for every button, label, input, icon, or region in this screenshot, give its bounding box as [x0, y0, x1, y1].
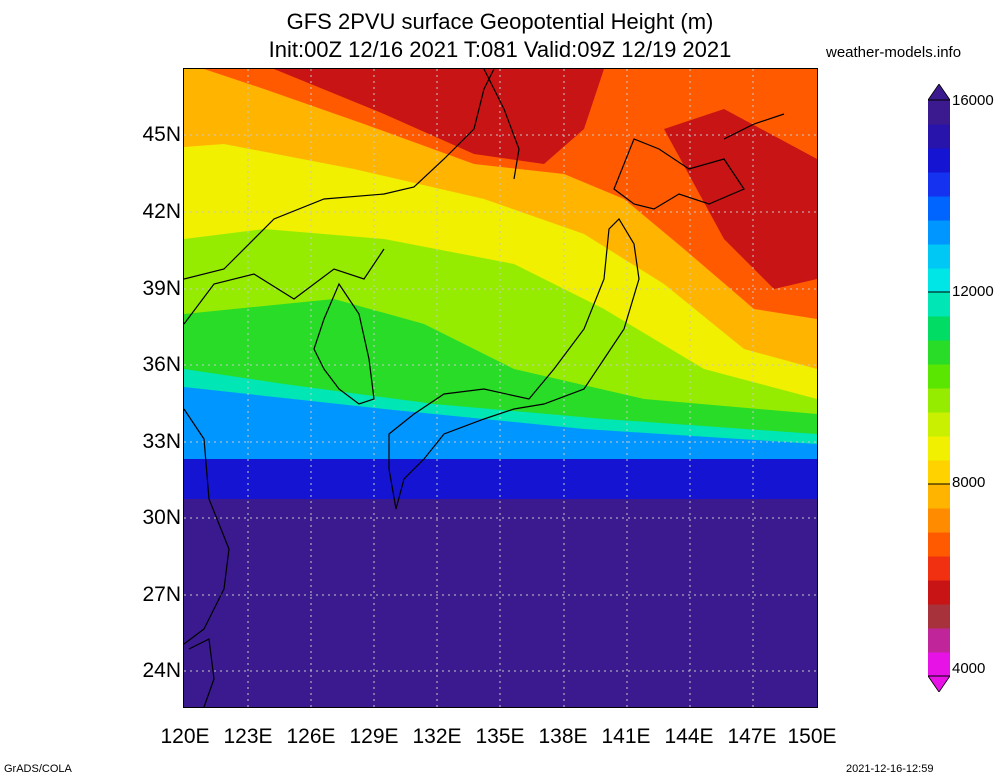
footer-timestamp: 2021-12-16-12:59: [846, 763, 934, 775]
lat-label-39n: 39N: [142, 277, 181, 300]
colorbar-segment: [928, 268, 950, 293]
coastlines: [184, 69, 785, 707]
site-credit: weather-models.info: [826, 44, 962, 61]
lon-label-120e: 120E: [160, 725, 210, 748]
colorbar-segment: [928, 124, 950, 149]
colorbar-segment: [928, 556, 950, 581]
lon-label-126e: 126E: [286, 725, 336, 748]
lon-label-129e: 129E: [349, 725, 399, 748]
lat-label-36n: 36N: [142, 353, 181, 376]
colorbar-segment: [928, 388, 950, 413]
colorbar-segment: [928, 316, 950, 341]
lat-label-27n: 27N: [142, 583, 181, 606]
colorbar-segment: [928, 460, 950, 485]
colorbar-segment: [928, 652, 950, 677]
lat-label-42n: 42N: [142, 200, 181, 223]
field-band-red: [274, 69, 604, 164]
map-subtitle: Init:00Z 12/16 2021 T:081 Valid:09Z 12/1…: [268, 37, 732, 62]
colorbar-segment: [928, 220, 950, 245]
lon-label-144e: 144E: [664, 725, 714, 748]
colorbar: [928, 84, 950, 692]
lon-label-138e: 138E: [538, 725, 588, 748]
colorbar-segment: [928, 244, 950, 269]
lat-label-30n: 30N: [142, 506, 181, 529]
coast-asia-north: [184, 69, 495, 280]
lat-label-33n: 33N: [142, 430, 181, 453]
colorbar-segment: [928, 604, 950, 629]
colorbar-segment: [928, 484, 950, 509]
coast-sakhalin-side: [483, 69, 520, 180]
colorbar-segment: [928, 148, 950, 173]
colorbar-max-arrow: [928, 84, 950, 101]
colorbar-segment: [928, 364, 950, 389]
lat-label-24n: 24N: [142, 659, 181, 682]
lon-label-123e: 123E: [223, 725, 273, 748]
colorbar-segment: [928, 292, 950, 317]
coast-china-bohai: [184, 248, 385, 325]
coast-kurils: [723, 113, 785, 140]
colorbar-segment: [928, 436, 950, 461]
colorbar-segments: [928, 84, 950, 692]
colorbar-segment: [928, 580, 950, 605]
map-plot-area[interactable]: [183, 68, 818, 708]
colorbar-label-8000: 8000: [952, 474, 986, 491]
coast-taiwan: [188, 638, 215, 707]
coast-hokkaido: [613, 138, 745, 210]
lat-lon-gridlines: [184, 69, 817, 707]
footer-software: GrADS/COLA: [4, 763, 72, 775]
lon-label-135e: 135E: [475, 725, 525, 748]
map-title: GFS 2PVU surface Geopotential Height (m): [286, 9, 714, 34]
colorbar-segment: [928, 532, 950, 557]
colorbar-label-4000: 4000: [952, 660, 986, 677]
colorbar-ticks: [928, 99, 950, 677]
field-band-red-east: [664, 109, 817, 289]
colorbar-segment: [928, 196, 950, 221]
lon-label-132e: 132E: [412, 725, 462, 748]
colorbar-segment: [928, 340, 950, 365]
colorbar-segment: [928, 628, 950, 653]
coast-japan-honshu: [388, 218, 640, 510]
colorbar-min-arrow: [928, 675, 950, 692]
lat-label-45n: 45N: [142, 123, 181, 146]
colorbar-label-16000: 16000: [952, 92, 994, 109]
coast-china-east: [184, 408, 230, 645]
lon-label-150e: 150E: [787, 725, 837, 748]
geopotential-field: [184, 69, 817, 707]
colorbar-segment: [928, 172, 950, 197]
lon-label-141e: 141E: [601, 725, 651, 748]
colorbar-segment: [928, 508, 950, 533]
colorbar-segment: [928, 412, 950, 437]
field-band-red-orange: [204, 69, 817, 319]
lon-label-147e: 147E: [727, 725, 777, 748]
coast-korea: [313, 282, 375, 405]
colorbar-label-12000: 12000: [952, 283, 994, 300]
colorbar-segment: [928, 100, 950, 125]
